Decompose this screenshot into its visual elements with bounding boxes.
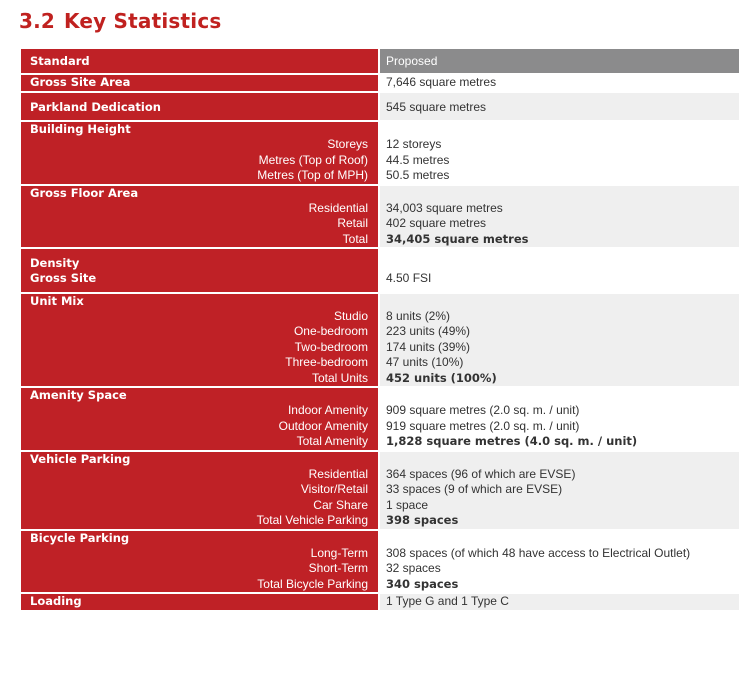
sub-value: 174 units (39%) bbox=[386, 339, 471, 354]
sub-value: 8 units (2%) bbox=[386, 308, 451, 323]
table-row: Amenity Space Indoor Amenity Outdoor Ame… bbox=[21, 387, 739, 452]
sub-label: Car Share bbox=[313, 497, 368, 512]
row-label: Vehicle Parking bbox=[30, 451, 131, 466]
sub-label: Metres (Top of Roof) bbox=[258, 152, 368, 167]
sub-label: Metres (Top of MPH) bbox=[257, 168, 368, 182]
sub-label: Total Units bbox=[311, 370, 368, 385]
header-proposed: Proposed bbox=[386, 54, 438, 68]
sub-value: 909 square metres (2.0 sq. m. / unit) bbox=[386, 403, 580, 417]
row-label: Amenity Space bbox=[30, 388, 127, 402]
row-value: 4.50 FSI bbox=[386, 271, 432, 285]
key-statistics-table: Standard Proposed Gross Site Area 7,646 … bbox=[21, 49, 739, 612]
table-header-row: Standard Proposed bbox=[21, 49, 739, 75]
row-label: Loading bbox=[30, 594, 82, 608]
row-value: 7,646 square metres bbox=[386, 75, 497, 89]
sub-value: 32 spaces bbox=[386, 561, 441, 575]
sub-label: Studio bbox=[333, 308, 368, 323]
row-label: Density bbox=[30, 256, 80, 270]
section-heading: 3.2 Key Statistics bbox=[19, 9, 222, 33]
sub-value: 12 storeys bbox=[386, 137, 442, 151]
sub-value: 44.5 metres bbox=[386, 152, 450, 167]
sub-label: Short-Term bbox=[308, 561, 368, 575]
section-number: 3.2 bbox=[19, 9, 56, 33]
sub-label: Residential bbox=[308, 466, 368, 481]
row-label-secondary: Gross Site bbox=[30, 271, 97, 285]
sub-label: Long-Term bbox=[310, 545, 368, 560]
table-row: Gross Floor Area Residential Retail Tota… bbox=[21, 184, 739, 249]
table-row: Building Height Storeys Metres (Top of R… bbox=[21, 121, 739, 186]
sub-label: Retail bbox=[337, 216, 368, 230]
sub-value: 308 spaces (of which 48 have access to E… bbox=[386, 545, 691, 560]
sub-label: Three-bedroom bbox=[285, 355, 368, 369]
sub-value-total: 34,405 square metres bbox=[386, 231, 529, 246]
table-row: Unit Mix Studio One-bedroom Two-bedroom … bbox=[21, 292, 739, 388]
section-title: Key Statistics bbox=[64, 9, 222, 33]
sub-label: Two-bedroom bbox=[294, 339, 368, 354]
header-proposed-cell: Proposed bbox=[379, 49, 739, 75]
sub-value: 919 square metres (2.0 sq. m. / unit) bbox=[386, 418, 580, 433]
sub-value-total: 1,828 square metres (4.0 sq. m. / unit) bbox=[386, 434, 638, 448]
sub-value-total: 340 spaces bbox=[386, 576, 459, 591]
sub-value-total: 398 spaces bbox=[386, 513, 459, 527]
sub-value: 34,003 square metres bbox=[386, 200, 503, 215]
sub-label: One-bedroom bbox=[293, 324, 368, 338]
sub-label: Storeys bbox=[327, 137, 368, 151]
sub-value: 33 spaces (9 of which are EVSE) bbox=[386, 482, 563, 496]
sub-value: 364 spaces (96 of which are EVSE) bbox=[386, 466, 576, 481]
row-label: Parkland Dedication bbox=[30, 99, 161, 114]
header-standard: Standard bbox=[30, 54, 90, 68]
sub-value: 402 square metres bbox=[386, 216, 487, 230]
row-value: 545 square metres bbox=[386, 99, 487, 114]
sub-value: 223 units (49%) bbox=[386, 324, 471, 338]
table-row: Bicycle Parking Long-Term Short-Term Tot… bbox=[21, 529, 739, 594]
table-row: Gross Site Area 7,646 square metres bbox=[21, 74, 739, 93]
sub-value: 47 units (10%) bbox=[386, 355, 464, 369]
row-label: Building Height bbox=[30, 122, 131, 136]
table-row: Vehicle Parking Residential Visitor/Reta… bbox=[21, 450, 739, 531]
row-label: Unit Mix bbox=[30, 293, 84, 308]
sub-label: Total Vehicle Parking bbox=[256, 513, 368, 527]
sub-label: Residential bbox=[308, 200, 368, 215]
sub-value: 1 space bbox=[386, 497, 429, 512]
table-row: Density Gross Site 4.50 FSI bbox=[21, 248, 739, 294]
table-row: Loading 1 Type G and 1 Type C bbox=[21, 593, 739, 612]
row-label: Gross Site Area bbox=[30, 75, 131, 89]
sub-label: Visitor/Retail bbox=[300, 482, 368, 496]
sub-label: Indoor Amenity bbox=[287, 403, 368, 417]
sub-label: Total Amenity bbox=[296, 434, 368, 448]
table-row: Parkland Dedication 545 square metres bbox=[21, 91, 739, 122]
row-label: Gross Floor Area bbox=[30, 185, 139, 200]
sub-label: Total Bicycle Parking bbox=[257, 576, 368, 591]
sub-value: 50.5 metres bbox=[386, 168, 450, 182]
row-label: Bicycle Parking bbox=[30, 530, 130, 545]
row-value: 1 Type G and 1 Type C bbox=[386, 594, 509, 608]
header-standard-cell: Standard bbox=[21, 49, 380, 75]
sub-label: Total bbox=[342, 231, 368, 246]
sub-value-total: 452 units (100%) bbox=[386, 370, 497, 385]
sub-label: Outdoor Amenity bbox=[278, 418, 368, 433]
